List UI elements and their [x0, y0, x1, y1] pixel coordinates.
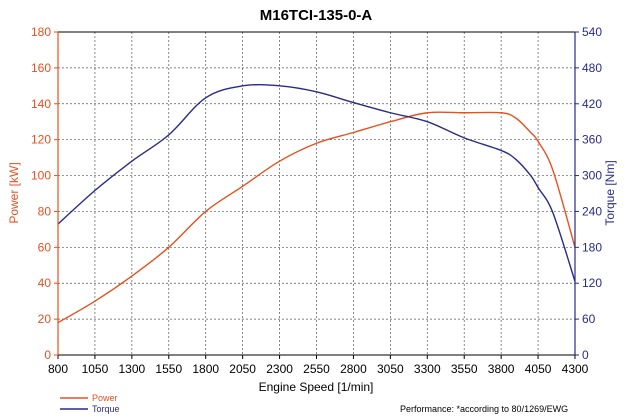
x-axis-label: Engine Speed [1/min]: [259, 380, 374, 394]
footnote: Performance: *according to 80/1269/EWG: [400, 404, 568, 414]
y-right-tick-label: 420: [582, 97, 602, 111]
y-axis-right-label: Torque [Nm]: [603, 160, 617, 225]
y-left-tick-label: 160: [31, 61, 51, 75]
y-right-tick-label: 180: [582, 240, 602, 254]
x-tick-label: 4050: [525, 362, 552, 376]
x-tick-label: 3050: [377, 362, 404, 376]
y-right-tick-label: 0: [582, 348, 589, 362]
series-layer: [57, 83, 576, 324]
x-tick-label: 2300: [266, 362, 293, 376]
y-right-tick-label: 480: [582, 61, 602, 75]
x-tick-label: 1550: [155, 362, 182, 376]
legend-label-power: Power: [92, 393, 118, 403]
legend: Power Torque: [60, 393, 120, 414]
x-tick-label: 3300: [414, 362, 441, 376]
x-tick-label: 1050: [82, 362, 109, 376]
x-tick-label: 3550: [451, 362, 478, 376]
x-tick-label: 2550: [303, 362, 330, 376]
y-right-tick-label: 360: [582, 133, 602, 147]
y-left-tick-label: 140: [31, 97, 51, 111]
y-left-tick-label: 20: [38, 312, 52, 326]
y-left-tick-label: 80: [38, 204, 52, 218]
y-left-tick-label: 0: [44, 348, 51, 362]
y-left-tick-label: 40: [38, 276, 52, 290]
x-tick-label: 4300: [562, 362, 589, 376]
y-right-tick-label: 240: [582, 204, 602, 218]
series-line-power: [57, 111, 576, 324]
tick-layer: 800 1050 1300 1550 1800 2050 2300 2550 2800 3050 3…: [31, 25, 602, 376]
legend-label-torque: Torque: [92, 404, 120, 414]
x-tick-label: 1800: [192, 362, 219, 376]
x-tick-label: 2800: [340, 362, 367, 376]
y-left-tick-label: 60: [38, 240, 52, 254]
chart-title: M16TCI-135-0-A: [260, 7, 373, 24]
y-left-tick-label: 180: [31, 25, 51, 39]
y-left-tick-label: 100: [31, 169, 51, 183]
x-tick-label: 800: [48, 362, 68, 376]
series-line-torque: [57, 83, 576, 282]
y-right-tick-label: 300: [582, 169, 602, 183]
grid-lines: [58, 32, 575, 355]
y-axis-left-label: Power [kW]: [7, 162, 21, 223]
x-tick-label: 3800: [488, 362, 515, 376]
y-right-tick-label: 60: [582, 312, 596, 326]
x-tick-label: 1300: [119, 362, 146, 376]
y-right-tick-label: 120: [582, 276, 602, 290]
y-left-tick-label: 120: [31, 133, 51, 147]
x-tick-label: 2050: [229, 362, 256, 376]
y-right-tick-label: 540: [582, 25, 602, 39]
